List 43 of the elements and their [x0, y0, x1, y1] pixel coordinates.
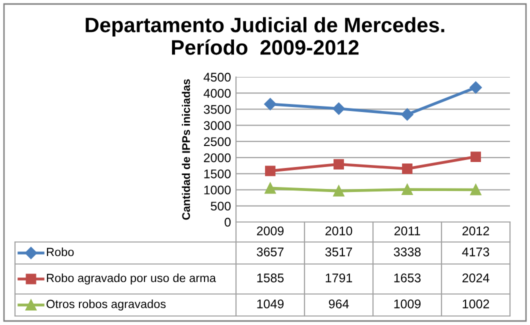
data-label: 1049 — [257, 300, 284, 308]
y-tick-label: 3000 — [204, 121, 231, 130]
x-tick-label: 2011 — [394, 226, 420, 236]
data-label: 1002 — [462, 300, 490, 308]
legend-label: Otros robos agravados — [46, 299, 166, 311]
point — [265, 166, 276, 176]
point — [402, 164, 412, 174]
data-label: 1791 — [326, 274, 352, 282]
point — [470, 81, 482, 94]
y-tick-label: 1500 — [204, 169, 231, 178]
x-tick-label: 2012 — [462, 226, 490, 236]
y-axis-title: Cantidad de IPPs iniciadas — [182, 79, 190, 220]
y-tick-label: 500 — [210, 202, 231, 211]
point — [264, 182, 276, 194]
data-label: 3517 — [325, 248, 352, 256]
x-tick-label: 2009 — [256, 226, 284, 236]
data-label: 3338 — [394, 248, 421, 256]
y-tick-label: 2500 — [204, 137, 231, 146]
point — [333, 185, 344, 196]
point — [470, 152, 481, 162]
y-tick-label: 2000 — [204, 153, 231, 162]
data-label: 1653 — [394, 274, 421, 282]
data-label: 1585 — [257, 274, 284, 282]
data-label: 1009 — [394, 300, 421, 308]
point — [470, 184, 482, 196]
x-tick-label: 2010 — [325, 226, 352, 236]
point — [401, 108, 414, 121]
data-label: 964 — [328, 300, 349, 308]
point — [332, 102, 345, 115]
data-label: 4173 — [462, 248, 490, 256]
legend-label: Robo — [46, 247, 74, 256]
y-tick-label: 3500 — [204, 105, 231, 114]
point — [334, 159, 344, 170]
chart-title: Departamento Judicial de Mercedes. Período 2009-2012 — [86, 17, 444, 55]
y-tick-label: 0 — [224, 218, 231, 227]
point — [264, 98, 276, 110]
y-tick-label: 4500 — [204, 72, 231, 82]
data-label: 2024 — [462, 274, 490, 282]
data-label: 3657 — [256, 248, 284, 256]
y-tick-label: 1000 — [204, 186, 231, 194]
y-tick-label: 4000 — [204, 88, 231, 98]
legend-label: Robo agravado por uso de arma — [46, 273, 216, 285]
point — [402, 184, 413, 196]
